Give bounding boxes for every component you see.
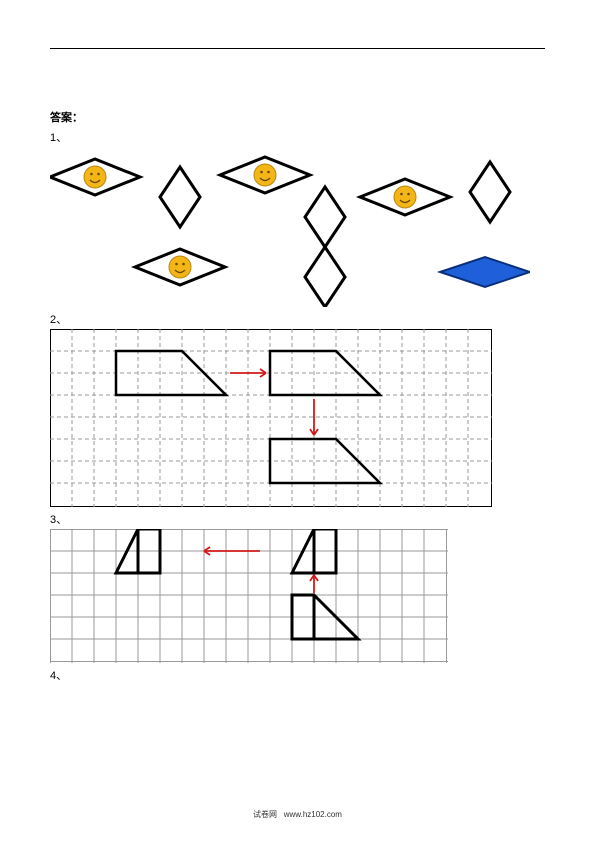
footer-url: www.hz102.com [284,810,342,819]
q2-label: 2、 [50,311,545,327]
q4-label: 4、 [50,667,545,683]
q1-figure [50,147,530,307]
footer: 试卷网 www.hz102.com [0,809,595,820]
top-rule [50,48,545,49]
q3-label: 3、 [50,511,545,527]
q1-label: 1、 [50,129,545,145]
footer-prefix: 试卷网 [253,810,277,819]
answers-heading: 答案： [50,109,545,125]
q3-figure [50,529,448,663]
q2-figure [50,329,492,507]
